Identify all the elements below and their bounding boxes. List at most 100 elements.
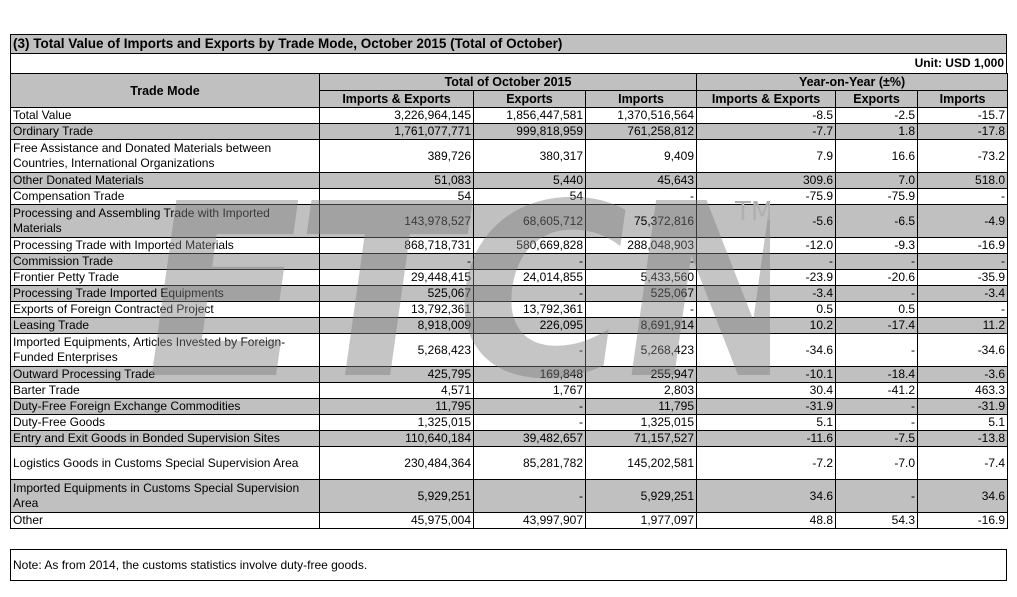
- trade-mode-label: Imported Equipments, Articles Invested b…: [10, 333, 320, 367]
- cell-imports: 255,947: [584, 366, 698, 383]
- cell-yoy-exports: -: [835, 285, 919, 302]
- table-row: Imported Equipments, Articles Invested b…: [10, 333, 1009, 367]
- cell-yoy-imports-exports: -12.0: [696, 237, 837, 254]
- table-row: Leasing Trade 8,918,009 226,095 8,691,914 10…: [10, 317, 1009, 334]
- cell-imports: 761,258,812: [584, 123, 698, 140]
- table-row: Entry and Exit Goods in Bonded Supervisi…: [10, 430, 1009, 447]
- cell-yoy-imports-exports: 10.2: [696, 317, 837, 334]
- table-row: Logistics Goods in Customs Special Super…: [10, 446, 1009, 480]
- cell-yoy-imports-exports: -3.4: [696, 285, 837, 302]
- header-trade-mode: Trade Mode: [10, 73, 320, 108]
- trade-mode-label: Total Value: [10, 107, 320, 124]
- cell-imports: -: [584, 301, 698, 318]
- table-body: Total Value 3,226,964,145 1,856,447,581 1,3…: [10, 107, 1009, 529]
- trade-mode-label: Free Assistance and Donated Materials be…: [10, 139, 320, 173]
- cell-yoy-exports: -6.5: [835, 204, 919, 238]
- cell-yoy-imports-exports: 48.8: [696, 512, 837, 529]
- cell-yoy-imports-exports: 30.4: [696, 382, 837, 399]
- table-row: Barter Trade 4,571 1,767 2,803 30.4 -41.2 463.…: [10, 382, 1009, 399]
- header-year-on-year: Year-on-Year (±%): [696, 73, 1009, 91]
- cell-yoy-exports: -7.5: [835, 430, 919, 447]
- cell-yoy-imports-exports: -23.9: [696, 269, 837, 286]
- cell-yoy-imports: -: [917, 253, 1009, 270]
- cell-exports: 85,281,782: [473, 446, 586, 480]
- cell-yoy-imports-exports: 7.9: [696, 139, 837, 173]
- trade-mode-label: Exports of Foreign Contracted Project: [10, 301, 320, 318]
- table-row: Other 45,975,004 43,997,907 1,977,097 48.8 54…: [10, 512, 1009, 529]
- cell-yoy-exports: -: [835, 479, 919, 513]
- cell-imports: 5,433,560: [584, 269, 698, 286]
- table-row: Imported Equipments in Customs Special S…: [10, 479, 1009, 513]
- table-row: Compensation Trade 54 54- -75.9 -75.9-: [10, 188, 1009, 205]
- cell-yoy-imports-exports: -34.6: [696, 333, 837, 367]
- trade-mode-label: Logistics Goods in Customs Special Super…: [10, 446, 320, 480]
- table-row: Duty-Free Foreign Exchange Commodities 11…: [10, 398, 1009, 415]
- cell-exports: 999,818,959: [473, 123, 586, 140]
- cell-yoy-imports-exports: -5.6: [696, 204, 837, 238]
- cell-yoy-imports-exports: 0.5: [696, 301, 837, 318]
- cell-yoy-exports: 7.0: [835, 172, 919, 189]
- cell-yoy-exports: -17.4: [835, 317, 919, 334]
- trade-mode-label: Imported Equipments in Customs Special S…: [10, 479, 320, 513]
- cell-yoy-imports: -34.6: [917, 333, 1009, 367]
- cell-yoy-imports: 34.6: [917, 479, 1009, 513]
- cell-exports: 5,440: [473, 172, 586, 189]
- cell-imports: -: [584, 188, 698, 205]
- cell-imports: 5,268,423: [584, 333, 698, 367]
- cell-exports: -: [473, 479, 586, 513]
- cell-exports: 13,792,361: [473, 301, 586, 318]
- header-yoy-exports: Exports: [835, 90, 919, 108]
- trade-mode-label: Processing Trade Imported Equipments: [10, 285, 320, 302]
- cell-yoy-imports: -: [917, 188, 1009, 205]
- cell-yoy-exports: -: [835, 253, 919, 270]
- table-row: Outward Processing Trade 425,795 169,848 25…: [10, 366, 1009, 383]
- cell-yoy-imports-exports: -7.7: [696, 123, 837, 140]
- cell-exports: 226,095: [473, 317, 586, 334]
- cell-yoy-exports: -: [835, 398, 919, 415]
- cell-imports: 45,643: [584, 172, 698, 189]
- cell-imports-exports: 110,640,184: [319, 430, 474, 447]
- cell-yoy-imports-exports: -31.9: [696, 398, 837, 415]
- footnote: Note: As from 2014, the customs statisti…: [10, 549, 1007, 581]
- cell-imports-exports: 868,718,731: [319, 237, 474, 254]
- cell-exports: -: [473, 285, 586, 302]
- cell-yoy-imports-exports: -75.9: [696, 188, 837, 205]
- trade-mode-label: Leasing Trade: [10, 317, 320, 334]
- cell-imports-exports: 45,975,004: [319, 512, 474, 529]
- cell-imports-exports: 5,929,251: [319, 479, 474, 513]
- cell-imports-exports: 1,325,015: [319, 414, 474, 431]
- header-yoy-imports-exports: Imports & Exports: [696, 90, 837, 108]
- cell-imports-exports: 5,268,423: [319, 333, 474, 367]
- cell-yoy-imports-exports: -7.2: [696, 446, 837, 480]
- cell-yoy-exports: -7.0: [835, 446, 919, 480]
- header-yoy-imports: Imports: [917, 90, 1009, 108]
- table-row: Ordinary Trade 1,761,077,771 999,818,959 76…: [10, 123, 1009, 140]
- cell-imports: 1,325,015: [584, 414, 698, 431]
- cell-yoy-imports: 463.3: [917, 382, 1009, 399]
- cell-yoy-imports-exports: 309.6: [696, 172, 837, 189]
- table-row: Processing Trade Imported Equipments 525,…: [10, 285, 1009, 302]
- cell-imports-exports: 143,978,527: [319, 204, 474, 238]
- cell-yoy-exports: 0.5: [835, 301, 919, 318]
- cell-yoy-exports: -75.9: [835, 188, 919, 205]
- cell-exports: 43,997,907: [473, 512, 586, 529]
- cell-exports: -: [473, 414, 586, 431]
- cell-yoy-imports-exports: -8.5: [696, 107, 837, 124]
- cell-imports: 525,067: [584, 285, 698, 302]
- cell-imports-exports: 11,795: [319, 398, 474, 415]
- cell-yoy-exports: -41.2: [835, 382, 919, 399]
- trade-mode-label: Processing and Assembling Trade with Imp…: [10, 204, 320, 238]
- cell-imports: 2,803: [584, 382, 698, 399]
- header-exports: Exports: [473, 90, 586, 108]
- cell-yoy-imports: -15.7: [917, 107, 1009, 124]
- cell-yoy-imports-exports: -: [696, 253, 837, 270]
- cell-imports-exports: 230,484,364: [319, 446, 474, 480]
- cell-yoy-imports-exports: -11.6: [696, 430, 837, 447]
- cell-imports-exports: 51,083: [319, 172, 474, 189]
- table-title: (3) Total Value of Imports and Exports b…: [10, 34, 1007, 54]
- cell-yoy-exports: -2.5: [835, 107, 919, 124]
- cell-yoy-imports: -17.8: [917, 123, 1009, 140]
- trade-mode-label: Entry and Exit Goods in Bonded Supervisi…: [10, 430, 320, 447]
- unit-label: Unit: USD 1,000: [10, 54, 1007, 73]
- cell-exports: 1,856,447,581: [473, 107, 586, 124]
